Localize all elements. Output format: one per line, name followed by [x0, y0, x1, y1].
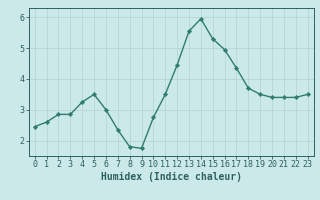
X-axis label: Humidex (Indice chaleur): Humidex (Indice chaleur): [101, 172, 242, 182]
